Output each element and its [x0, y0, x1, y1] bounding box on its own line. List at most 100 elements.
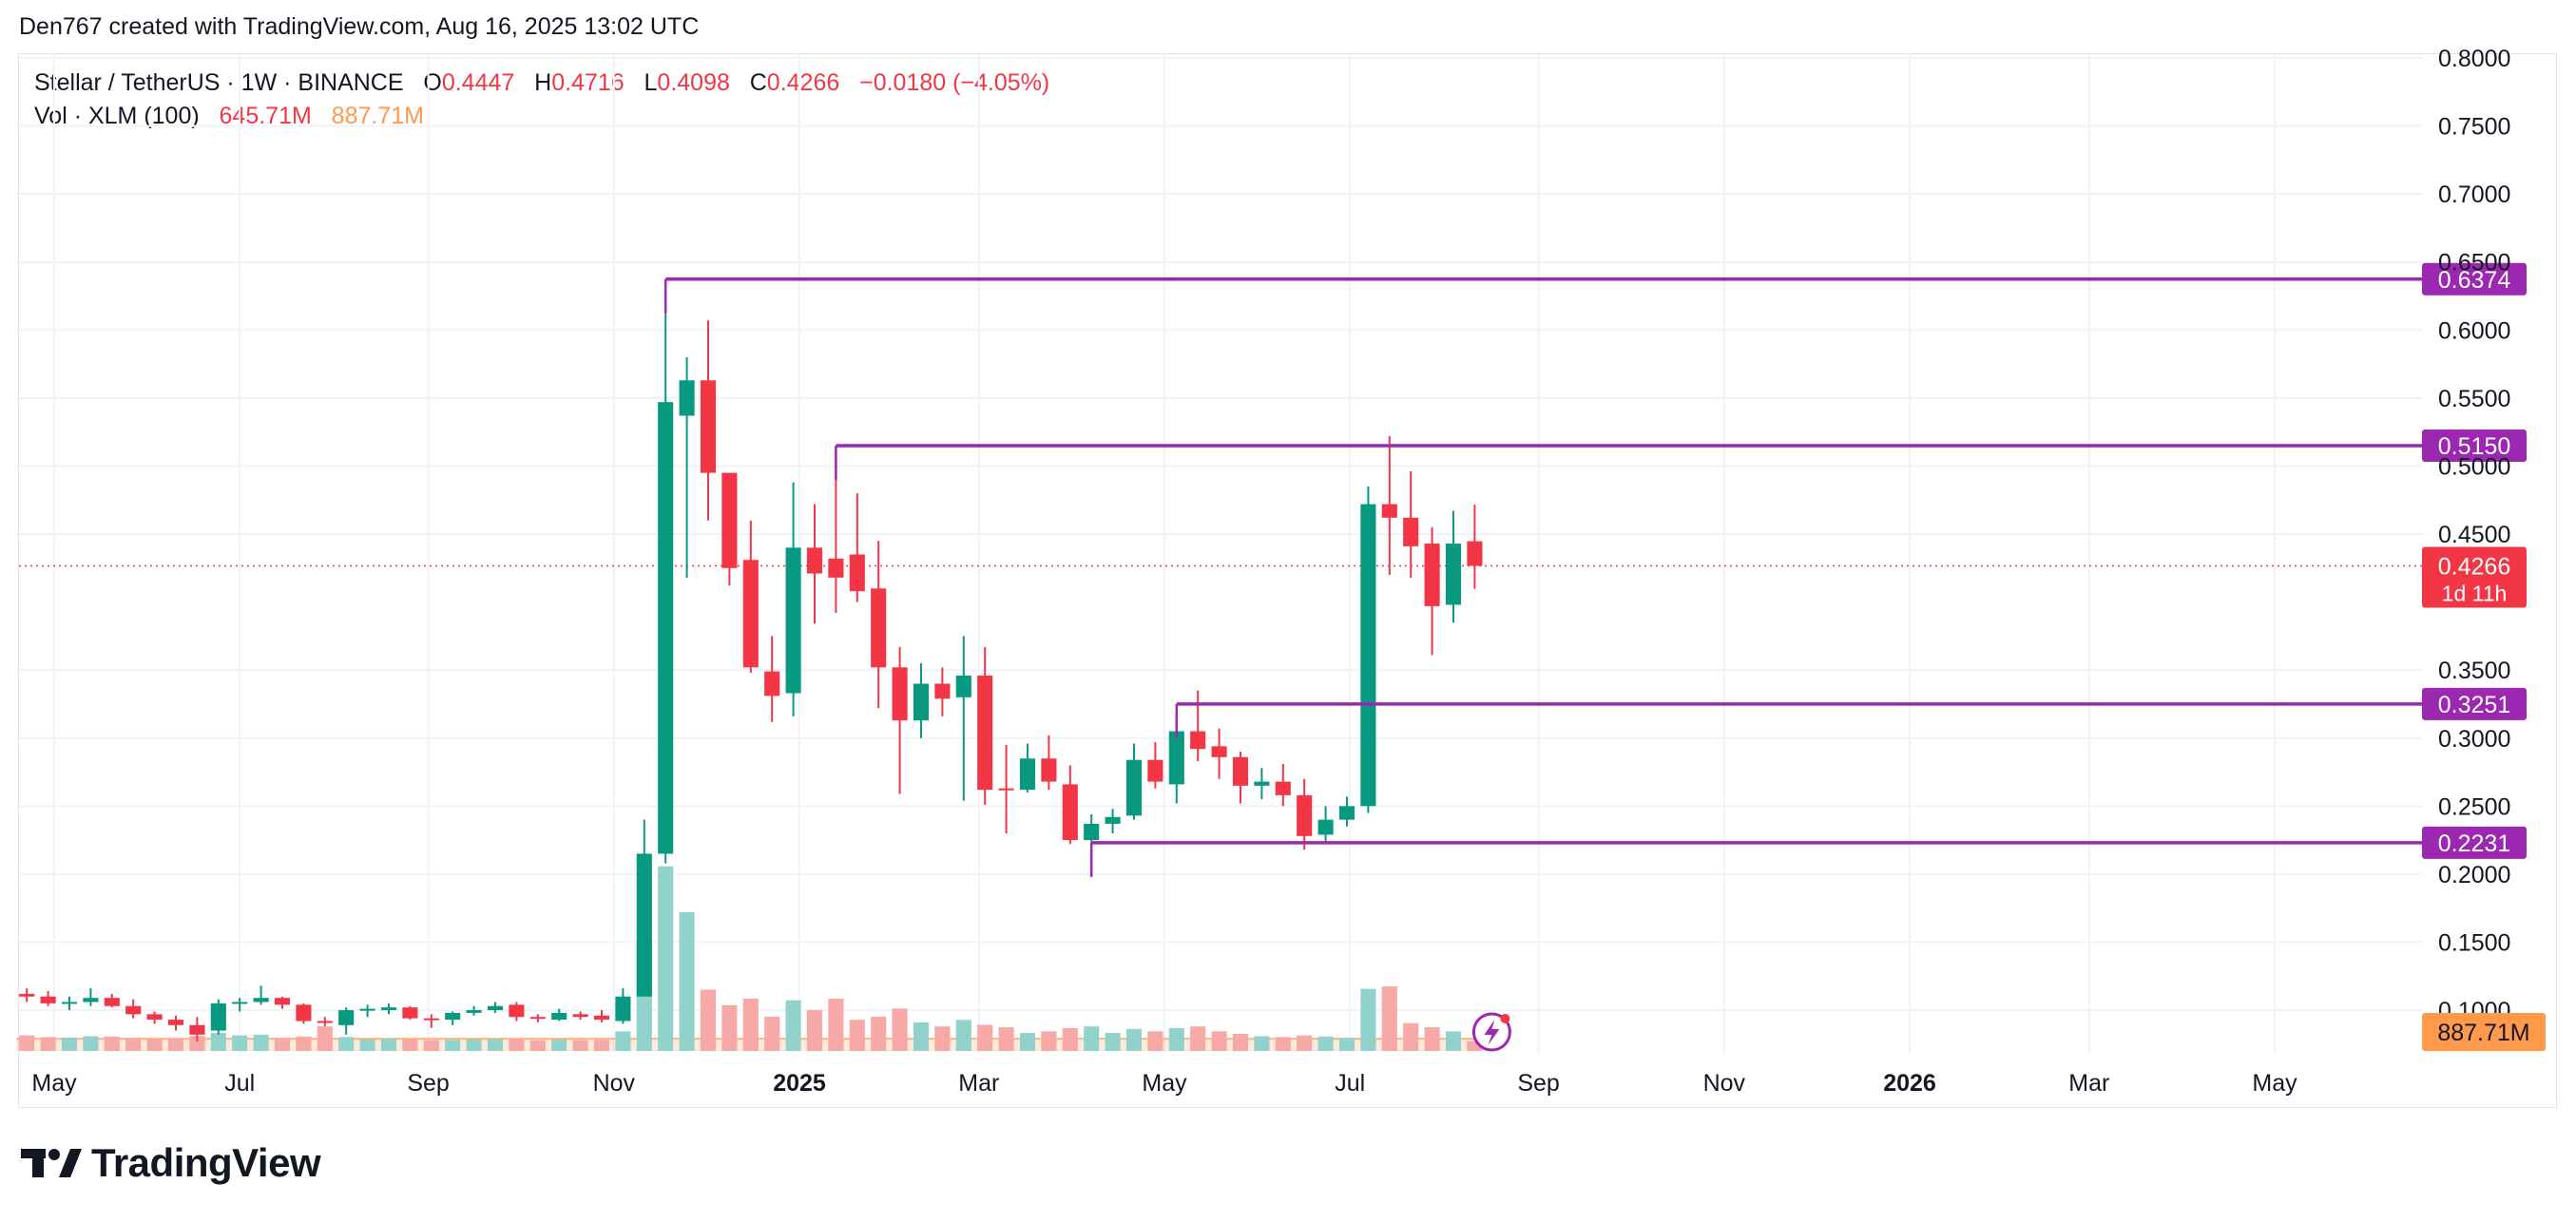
y-tick-label: 0.5500	[2438, 386, 2510, 412]
volume-bar	[1467, 1041, 1483, 1051]
candle-body	[1105, 816, 1121, 824]
volume-bar	[849, 1020, 865, 1051]
x-tick-label: May	[1142, 1070, 1187, 1097]
close-value: 0.4266	[766, 69, 840, 96]
volume-bar	[296, 1036, 312, 1051]
candle-body	[232, 1002, 248, 1004]
volume-bar	[593, 1040, 610, 1051]
candle-body	[572, 1014, 588, 1018]
candle-body	[402, 1007, 418, 1019]
horizontal-level-label: 0.5150	[2438, 433, 2510, 460]
volume-bar	[1445, 1031, 1462, 1051]
candle-body	[551, 1012, 567, 1021]
volume-bar	[167, 1038, 184, 1051]
volume-bar	[742, 998, 759, 1051]
volume-bars	[19, 866, 1483, 1051]
volume-bar	[934, 1026, 951, 1051]
volume-bar	[19, 1035, 35, 1051]
y-tick-label: 0.3000	[2438, 726, 2510, 753]
x-tick-label: May	[31, 1070, 77, 1097]
tradingview-logo[interactable]: TradingView	[21, 1140, 321, 1186]
candle-body	[359, 1008, 375, 1011]
candle-body	[1254, 781, 1270, 786]
countdown-label: 1d 11h	[2442, 582, 2508, 606]
attribution-text: Den767 created with TradingView.com, Aug…	[19, 13, 700, 40]
candle-body	[1190, 731, 1206, 750]
y-tick-label: 0.8000	[2438, 46, 2510, 72]
volume-bar	[529, 1040, 546, 1051]
volume-bar	[1084, 1026, 1100, 1051]
candle-body	[1168, 731, 1184, 785]
volume-ma-value: 887.71M	[331, 103, 424, 129]
volume-bar	[658, 866, 674, 1051]
candle-body	[296, 1004, 312, 1022]
y-axis: 0.8000 0.7500 0.7000 0.6500 0.6000 0.5500 0.50…	[2438, 46, 2510, 1024]
candle-body	[338, 1010, 355, 1025]
candle-body	[40, 996, 56, 1003]
volume-bar	[1275, 1037, 1291, 1051]
candle-body	[1062, 784, 1078, 841]
candle-body	[1360, 504, 1376, 807]
high-label: H	[534, 69, 552, 96]
x-tick-label: Mar	[2068, 1070, 2109, 1097]
volume-bar	[998, 1027, 1014, 1051]
last-price-tag	[2422, 546, 2527, 608]
symbol-label[interactable]: Stellar / TetherUS · 1W · BINANCE	[34, 69, 404, 96]
volume-bar	[572, 1040, 588, 1051]
ohlc-row: Stellar / TetherUS · 1W · BINANCE O0.444…	[34, 67, 1049, 100]
volume-bar	[466, 1039, 482, 1051]
x-tick-label: 2025	[773, 1070, 826, 1097]
candle-body	[977, 675, 993, 791]
volume-bar	[380, 1039, 397, 1051]
candle-body	[636, 853, 652, 997]
volume-bar	[1062, 1027, 1078, 1051]
candle-body	[487, 1005, 504, 1011]
candle-body	[1041, 758, 1057, 782]
candle-body	[1297, 794, 1313, 836]
candle-body	[509, 1004, 525, 1018]
volume-bar	[1190, 1026, 1206, 1051]
candle-body	[19, 993, 35, 997]
candle-body	[700, 380, 717, 473]
volume-value: 645.71M	[219, 103, 312, 129]
volume-bar	[359, 1039, 375, 1051]
high-value: 0.4716	[551, 69, 625, 96]
volume-bar	[1381, 986, 1397, 1051]
candle-body	[210, 1002, 226, 1031]
candle-body	[1084, 823, 1100, 841]
volume-ma-label: 887.71M	[2437, 1020, 2529, 1046]
candle-body	[742, 560, 759, 668]
volume-label[interactable]: Vol · XLM (100)	[34, 103, 200, 129]
volume-bar	[1105, 1033, 1121, 1051]
candle-body	[998, 788, 1014, 791]
candle-body	[913, 683, 930, 721]
candle-body	[83, 998, 99, 1002]
x-tick-label: Sep	[1517, 1070, 1559, 1097]
volume-bar	[253, 1034, 269, 1051]
volume-bar	[1019, 1033, 1036, 1051]
horizontal-level-label: 0.6374	[2438, 267, 2511, 294]
chart-frame	[18, 53, 2557, 1108]
volume-bar	[551, 1039, 567, 1051]
volume-bar	[40, 1037, 56, 1051]
volume-bar	[423, 1040, 439, 1051]
close-label: C	[749, 69, 767, 96]
y-tick-label: 0.2500	[2438, 793, 2510, 820]
tradingview-logo-icon	[21, 1149, 82, 1177]
volume-bar	[1211, 1031, 1227, 1051]
candle-body	[146, 1014, 163, 1021]
candle-body	[764, 671, 780, 697]
candle-body	[785, 547, 801, 694]
candle-body	[1317, 819, 1334, 835]
volume-bar	[189, 1036, 205, 1051]
volume-bar	[338, 1037, 355, 1051]
candle-body	[380, 1007, 397, 1011]
volume-bar	[232, 1035, 248, 1051]
candle-body	[1275, 781, 1291, 795]
y-tick-label: 0.5000	[2438, 453, 2510, 480]
volume-bar	[104, 1036, 120, 1051]
volume-bar	[61, 1037, 78, 1051]
candle-body	[125, 1005, 142, 1015]
volume-bar	[487, 1039, 504, 1051]
